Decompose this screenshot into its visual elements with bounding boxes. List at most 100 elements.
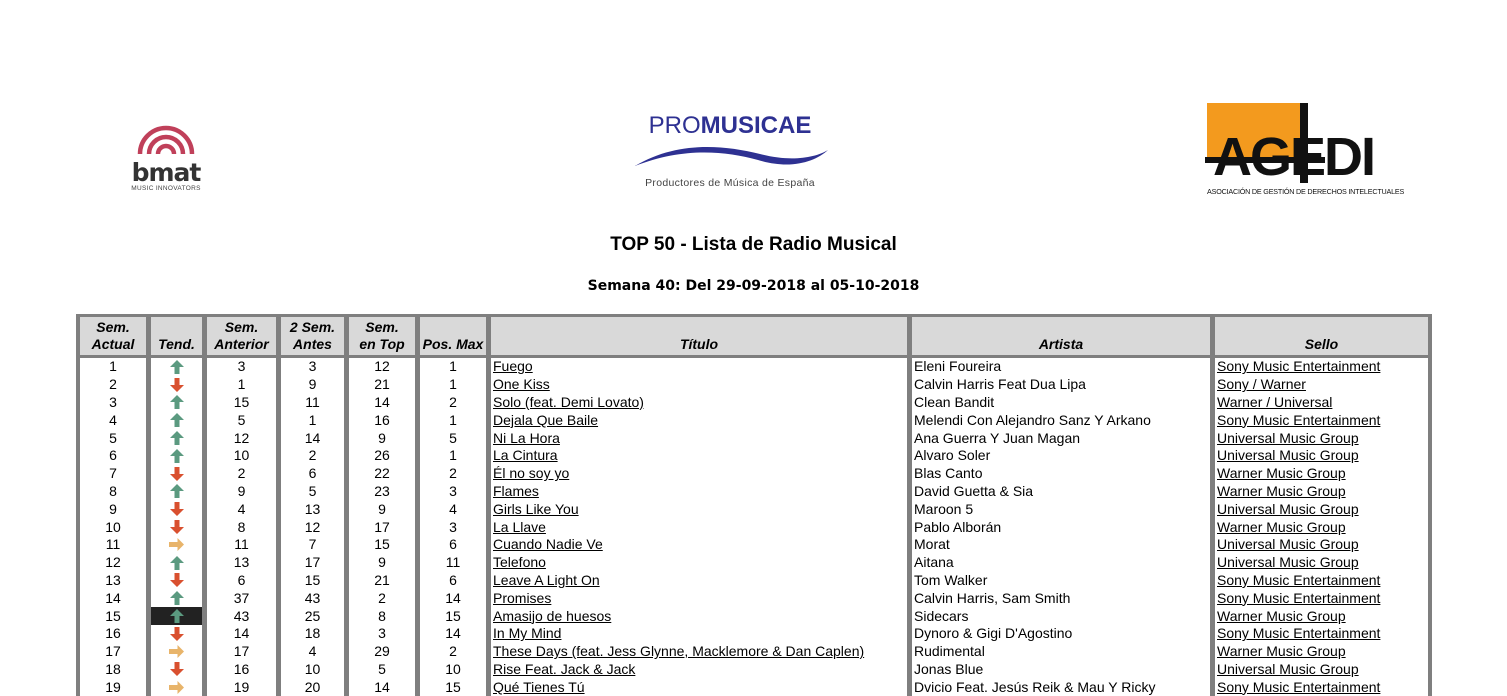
titulo-link[interactable]: Leave A Light On [493,571,600,588]
sem-actual: 18 [80,660,146,679]
sello-cell: Warner Music Group [1215,464,1428,483]
sem-actual: 5 [80,429,146,447]
titulo-link[interactable]: La Llave [493,518,546,535]
trend-down-icon [169,573,184,588]
2-sem-antes: 2 [281,446,344,465]
sello-link[interactable]: Warner Music Group [1217,482,1346,499]
table-row: 10 8 12 17 3 La Llave Pablo Alborán Warner Musi… [80,518,1428,536]
trend-cell[interactable] [151,429,202,447]
sello-link[interactable]: Universal Music Group [1217,536,1359,553]
titulo-link[interactable]: Fuego [493,358,533,375]
2-sem-antes: 1 [281,411,344,430]
trend-cell[interactable] [151,607,202,625]
sello-link[interactable]: Warner Music Group [1217,518,1346,535]
2-sem-antes: 12 [281,518,344,536]
trend-cell[interactable] [151,393,202,412]
sello-link[interactable]: Universal Music Group [1217,660,1359,677]
trend-up-icon [169,413,184,428]
sem-anterior: 4 [207,500,276,519]
titulo-link[interactable]: Cuando Nadie Ve [493,536,603,553]
titulo-cell: Flames [491,482,907,501]
sello-link[interactable]: Warner Music Group [1217,607,1346,624]
trend-same-icon [169,680,184,694]
sem-actual: 14 [80,589,146,608]
titulo-link[interactable]: Solo (feat. Demi Lovato) [493,393,644,410]
sello-link[interactable]: Universal Music Group [1217,500,1359,517]
trend-cell[interactable] [151,500,202,519]
sello-link[interactable]: Sony Music Entertainment [1217,411,1381,428]
trend-down-icon [169,377,184,392]
titulo-link[interactable]: Promises [493,589,552,606]
sello-link[interactable]: Sony Music Entertainment [1217,678,1381,695]
sello-link[interactable]: Warner Music Group [1217,643,1346,660]
trend-cell[interactable] [151,411,202,430]
sello-link[interactable]: Sony / Warner [1217,376,1306,393]
sello-link[interactable]: Universal Music Group [1217,554,1359,571]
trend-cell[interactable] [151,482,202,501]
trend-down-icon [169,626,184,641]
titulo-link[interactable]: Él no soy yo [493,465,570,482]
titulo-link[interactable]: Amasijo de huesos [493,607,612,624]
titulo-cell: Leave A Light On [491,571,907,590]
sem-anterior: 19 [207,678,276,696]
sem-anterior: 43 [207,607,276,625]
titulo-link[interactable]: Ni La Hora [493,429,560,446]
agedi-orange-square [1207,103,1307,163]
sello-link[interactable]: Universal Music Group [1217,429,1359,446]
titulo-link[interactable]: In My Mind [493,625,562,642]
trend-down-icon [169,502,184,517]
pos-max: 2 [420,642,486,661]
trend-cell[interactable] [151,518,202,536]
titulo-link[interactable]: La Cintura [493,447,558,464]
titulo-link[interactable]: Dejala Que Baile [493,411,599,428]
artista: Morat [912,535,1210,554]
header-sello: Sello [1215,317,1428,358]
sem-anterior: 5 [207,411,276,430]
trend-cell[interactable] [151,446,202,465]
sello-link[interactable]: Warner Music Group [1217,465,1346,482]
titulo-cell: One Kiss [491,375,907,394]
promusicae-wordmark: PROMUSICAE [625,112,835,140]
trend-cell[interactable] [151,535,202,554]
titulo-link[interactable]: Telefono [493,554,546,571]
header-sem-en-top: Sem. en Top [349,317,415,358]
titulo-link[interactable]: Girls Like You [493,500,579,517]
trend-cell[interactable] [151,571,202,590]
trend-same-icon [169,645,184,659]
trend-cell[interactable] [151,358,202,376]
titulo-link[interactable]: Qué Tienes Tú [493,678,585,695]
trend-cell[interactable] [151,660,202,679]
sello-link[interactable]: Sony Music Entertainment [1217,571,1381,588]
titulo-cell: Telefono [491,553,907,572]
2-sem-antes: 25 [281,607,344,625]
trend-cell[interactable] [151,375,202,394]
sello-link[interactable]: Sony Music Entertainment [1217,589,1381,606]
trend-cell[interactable] [151,678,202,696]
sello-link[interactable]: Sony Music Entertainment [1217,358,1381,375]
trend-cell[interactable] [151,624,202,643]
sello-link[interactable]: Universal Music Group [1217,447,1359,464]
pos-max: 5 [420,429,486,447]
trend-cell[interactable] [151,642,202,661]
titulo-link[interactable]: These Days (feat. Jess Glynne, Macklemor… [493,643,865,660]
2-sem-antes: 20 [281,678,344,696]
sem-anterior: 16 [207,660,276,679]
trend-up-icon [169,448,184,463]
trend-cell[interactable] [151,553,202,572]
pos-max: 1 [420,375,486,394]
sem-actual: 6 [80,446,146,465]
titulo-link[interactable]: Rise Feat. Jack & Jack [493,660,636,677]
bmat-logo: bmat MUSIC INNOVATORS [118,112,214,202]
trend-up-icon [169,609,184,624]
titulo-link[interactable]: One Kiss [493,376,550,393]
sello-link[interactable]: Warner / Universal [1217,393,1333,410]
sello-cell: Universal Music Group [1215,535,1428,554]
pos-max: 1 [420,411,486,430]
trend-cell[interactable] [151,464,202,483]
titulo-cell: La Cintura [491,446,907,465]
sem-en-top: 5 [349,660,415,679]
sello-link[interactable]: Sony Music Entertainment [1217,625,1381,642]
trend-cell[interactable] [151,589,202,608]
titulo-link[interactable]: Flames [493,482,539,499]
bmat-tagline: MUSIC INNOVATORS [131,185,201,192]
